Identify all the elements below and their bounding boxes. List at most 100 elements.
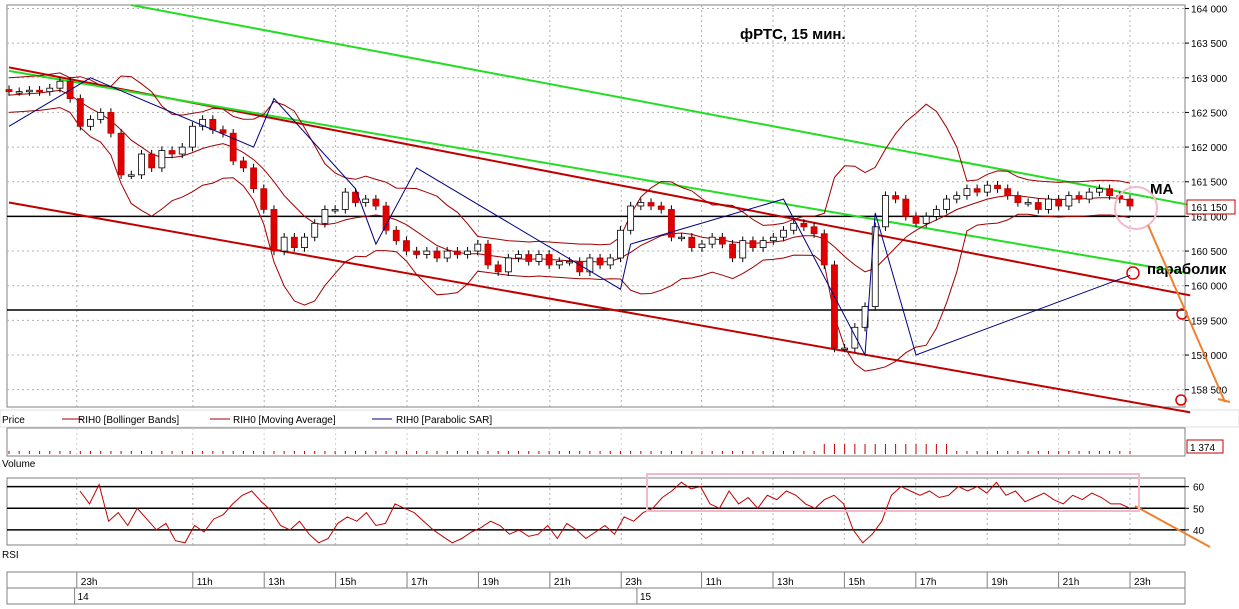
- candle: [1004, 188, 1012, 197]
- candle: [107, 112, 115, 134]
- last-volume-box: [1186, 439, 1224, 454]
- price-tick-label: 162 000: [1191, 143, 1228, 154]
- candle: [392, 229, 400, 242]
- candle: [688, 236, 696, 248]
- green-channel-upper: [131, 4, 1191, 207]
- candle: [515, 254, 522, 259]
- price-tick-label: 162 500: [1191, 108, 1228, 119]
- ma-highlight-circle: [1114, 186, 1158, 230]
- candle: [209, 118, 217, 131]
- sar-highlight-circle: [1126, 266, 1140, 280]
- candle: [280, 236, 288, 252]
- time-tick-label: 17h: [411, 577, 428, 588]
- candle: [525, 254, 533, 262]
- bollinger-lower: [8, 107, 1131, 372]
- green-channel-lower: [8, 69, 1191, 275]
- candle: [1034, 202, 1042, 210]
- last-price-label: 161 150: [1191, 203, 1228, 214]
- candle: [97, 112, 105, 120]
- annotation-marks: [646, 186, 1231, 548]
- candle: [780, 229, 787, 238]
- bollinger-upper: [8, 72, 1131, 246]
- candle: [199, 118, 207, 127]
- candle: [943, 198, 950, 210]
- candle: [362, 198, 370, 203]
- candle: [301, 236, 308, 248]
- candle: [403, 240, 410, 252]
- candle: [1045, 198, 1052, 210]
- candle: [973, 188, 981, 193]
- candle: [36, 89, 43, 93]
- candle: [219, 129, 227, 134]
- candle: [606, 257, 614, 266]
- time-tick-label: 19h: [482, 577, 499, 588]
- candle: [953, 195, 961, 200]
- rsi-line: [79, 481, 1131, 544]
- time-tick-label: 21h: [1063, 577, 1080, 588]
- candle: [790, 222, 798, 231]
- candle: [994, 184, 1001, 190]
- candle: [698, 243, 706, 248]
- time-tick-label: 17h: [920, 577, 937, 588]
- candle: [484, 243, 492, 266]
- candle: [311, 222, 319, 238]
- moving-average-line: [8, 89, 1131, 273]
- candle: [759, 240, 767, 248]
- annotation-ma: MA: [1150, 181, 1173, 198]
- candle: [657, 205, 665, 210]
- rsi-panel-frame: [6, 477, 1186, 546]
- candle: [596, 257, 604, 266]
- axes: 158 500 159 000 159 500 160 000 160 500 161 0…: [74, 4, 1228, 604]
- rsi-series: [7, 481, 1185, 544]
- candle: [382, 205, 390, 231]
- candle: [1106, 188, 1114, 197]
- price-tick-label: 163 500: [1191, 39, 1228, 50]
- time-tick-label: 13h: [777, 577, 794, 588]
- candle: [892, 195, 900, 200]
- date-label: 14: [78, 592, 90, 603]
- candle: [871, 226, 879, 307]
- candle: [5, 89, 13, 93]
- volume-bars: [8, 444, 1131, 454]
- time-tick-label: 23h: [625, 577, 642, 588]
- candle: [372, 198, 380, 207]
- candle: [851, 326, 859, 349]
- price-legend-strip: [0, 409, 1239, 428]
- last-volume-label: 1 374: [1190, 443, 1215, 454]
- rsi-tick-label: 40: [1193, 526, 1205, 537]
- price-tick-label: 164 000: [1191, 4, 1228, 15]
- candle: [15, 91, 23, 94]
- candle: [1075, 195, 1083, 200]
- price-tick-label: 160 000: [1191, 282, 1228, 293]
- candle: [535, 254, 543, 262]
- candle: [1085, 191, 1093, 200]
- trend-channels: [8, 4, 1191, 414]
- price-tick-label: 160 500: [1191, 247, 1228, 258]
- candle: [25, 89, 33, 93]
- candle: [76, 98, 84, 127]
- rsi-highlight-box: [646, 473, 1140, 512]
- candle: [668, 209, 675, 238]
- legend-bollinger: RIH0 [Bollinger Bands]: [78, 415, 179, 426]
- candle: [46, 87, 54, 93]
- candle: [474, 243, 482, 252]
- candle: [718, 236, 726, 245]
- time-tick-label: 19h: [991, 577, 1008, 588]
- candle: [1055, 198, 1063, 207]
- candle: [647, 202, 655, 207]
- candle: [810, 226, 818, 235]
- candle: [168, 150, 176, 155]
- time-tick-label: 13h: [268, 577, 285, 588]
- candle: [158, 150, 166, 169]
- candle: [882, 195, 889, 228]
- candle: [617, 229, 624, 259]
- volume-panel-frame: [6, 427, 1186, 457]
- candle: [922, 215, 930, 224]
- legend-moving-average: RIH0 [Moving Average]: [233, 415, 336, 426]
- date-label: 15: [640, 592, 652, 603]
- candle: [1065, 195, 1073, 207]
- price-tick-label: 161 000: [1191, 212, 1228, 223]
- price-tick-label: 159 000: [1191, 351, 1228, 362]
- candle: [841, 347, 849, 350]
